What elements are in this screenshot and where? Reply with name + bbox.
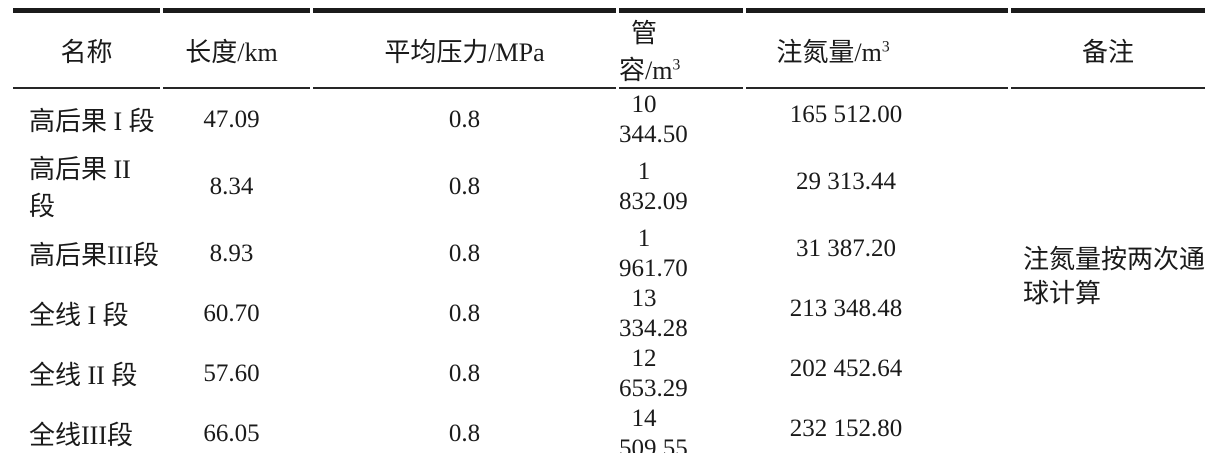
col-header-length: 长度/km	[163, 8, 310, 89]
nitrogen-cell: 232 152.80	[746, 403, 1008, 453]
table-row: 高后果 II 段 8.34 0.8 1 832.09 29 313.44	[13, 149, 1205, 223]
col-header-remark: 备注	[1011, 8, 1205, 89]
col-header-pressure: 平均压力/MPa	[313, 8, 616, 89]
segment-name-cell: 全线III段	[13, 403, 160, 453]
nitrogen-cell: 31 387.20	[796, 235, 896, 262]
table-row: 全线 II 段 57.60 0.8 12 653.29 202 452.64	[13, 343, 1205, 403]
header-row: 名称 长度/km 平均压力/MPa 管容/m3 注氮量/m3 备注	[13, 8, 1205, 89]
segment-name-cell: 高后果 I 段	[29, 106, 155, 136]
col-header-name: 名称	[13, 8, 160, 89]
volume-cell: 1 961.70	[619, 225, 688, 282]
length-cell: 60.70	[203, 300, 260, 327]
table-row: 全线III段 66.05 0.8 14 509.55 232 152.80	[13, 403, 1205, 453]
length-cell: 8.34	[209, 173, 254, 200]
segment-name-cell: 高后果 II 段	[29, 155, 131, 221]
remark-line: 注氮量按两次通	[1023, 245, 1206, 274]
col-header-volume: 管容/m3	[619, 8, 743, 89]
pressure-cell: 0.8	[448, 300, 481, 327]
table-row: 全线 I 段 60.70 0.8 13 334.28 213 348.48	[13, 283, 1205, 343]
pressure-cell: 0.8	[448, 173, 481, 200]
segment-name-cell: 全线 I 段	[29, 300, 129, 330]
pressure-cell: 0.8	[448, 360, 481, 387]
length-cell: 47.09	[203, 106, 260, 133]
pressure-cell: 0.8	[448, 240, 481, 267]
remark-cell: 注氮量按两次通 球计算	[1011, 89, 1205, 453]
segment-name-cell: 高后果III段	[29, 240, 159, 270]
pressure-cell: 0.8	[313, 403, 616, 453]
remark-line: 球计算	[1023, 279, 1102, 308]
volume-cell: 10 344.50	[619, 91, 688, 148]
length-cell: 66.05	[163, 403, 310, 453]
nitrogen-cell: 165 512.00	[789, 101, 903, 128]
length-cell: 57.60	[203, 360, 260, 387]
volume-cell: 13 334.28	[619, 285, 688, 342]
volume-cell: 12 653.29	[619, 345, 688, 402]
nitrogen-cell: 213 348.48	[789, 295, 903, 322]
segment-name-cell: 全线 II 段	[29, 360, 138, 390]
volume-unit-superscript: 3	[672, 56, 681, 74]
nitrogen-injection-table: 名称 长度/km 平均压力/MPa 管容/m3 注氮量/m3 备注 高后果 I …	[10, 8, 1208, 453]
table-row: 高后果 I 段 47.09 0.8 10 344.50 165 512.00 注…	[13, 89, 1205, 308]
nitrogen-unit-superscript: 3	[881, 37, 890, 55]
pressure-cell: 0.8	[448, 106, 481, 133]
col-header-nitrogen: 注氮量/m3	[746, 8, 1008, 89]
nitrogen-cell: 202 452.64	[789, 355, 903, 382]
volume-cell: 14 509.55	[619, 403, 743, 453]
nitrogen-cell: 29 313.44	[796, 168, 896, 195]
table-row: 高后果III段 8.93 0.8 1 961.70 31 387.20	[13, 223, 1205, 283]
volume-cell: 1 832.09	[619, 158, 688, 215]
length-cell: 8.93	[209, 240, 254, 267]
